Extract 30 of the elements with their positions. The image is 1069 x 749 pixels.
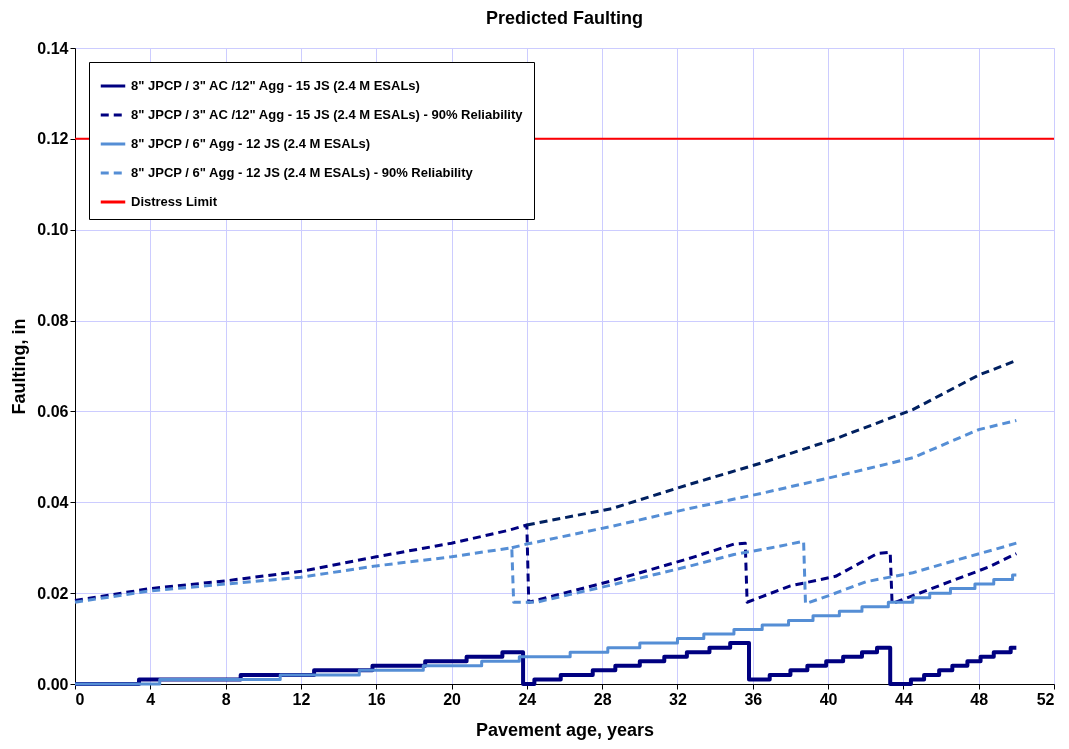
- y-tick-label: 0.02: [37, 584, 69, 602]
- x-tick-label: 8: [221, 690, 231, 708]
- x-axis-title: Pavement age, years: [475, 719, 655, 740]
- y-axis-title: Faulting, in: [9, 318, 30, 415]
- x-tick-label: 0: [75, 690, 85, 708]
- legend-label: 8" JPCP / 3" AC /12" Agg - 15 JS (2.4 M ESALs) - 90% Reliability: [131, 107, 524, 122]
- y-tick-label: 0.04: [37, 493, 69, 511]
- x-tick-label: 20: [443, 690, 462, 708]
- y-tick-label: 0.00: [37, 675, 69, 693]
- y-tick-label: 0.06: [37, 402, 69, 420]
- x-tick-label: 40: [819, 690, 838, 708]
- y-tick-label: 0.08: [37, 312, 69, 330]
- y-tick-label: 0.10: [37, 221, 69, 239]
- legend-label: 8" JPCP / 6" Agg - 12 JS (2.4 M ESALs) - 90% Reliability: [131, 165, 474, 180]
- x-tick-label: 52: [1036, 690, 1055, 708]
- legend-label: Distress Limit: [131, 194, 218, 209]
- y-tick-label: 0.14: [37, 39, 69, 57]
- x-tick-label: 44: [894, 690, 913, 708]
- x-tick-label: 16: [367, 690, 386, 708]
- x-tick-label: 28: [593, 690, 612, 708]
- x-tick-label: 24: [518, 690, 537, 708]
- chart-title: Predicted Faulting: [485, 8, 644, 28]
- legend-label: 8" JPCP / 3" AC /12" Agg - 15 JS (2.4 M ESALs): [131, 78, 420, 93]
- x-tick-label: 12: [292, 690, 311, 708]
- x-tick-label: 32: [669, 690, 687, 708]
- legend-label: 8" JPCP / 6" Agg - 12 JS (2.4 M ESALs): [131, 136, 371, 151]
- y-tick-label: 0.12: [37, 130, 69, 148]
- x-tick-label: 4: [146, 690, 156, 708]
- x-tick-label: 48: [970, 690, 989, 708]
- x-tick-label: 36: [744, 690, 763, 708]
